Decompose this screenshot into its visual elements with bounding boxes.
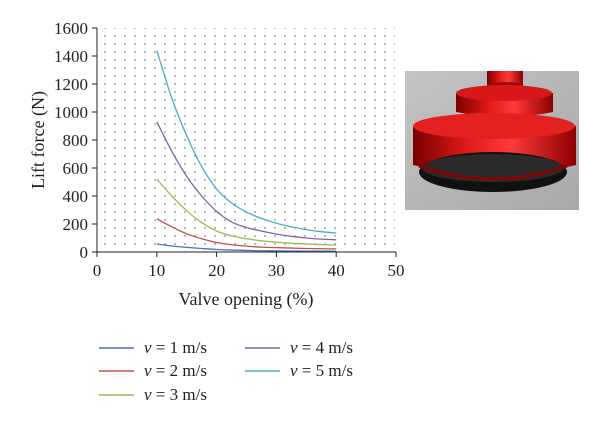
series-group [156, 50, 337, 252]
y-tick-label: 1000 [54, 103, 88, 122]
legend-label-2: v = 2 m/s [144, 361, 207, 380]
legend-label-4: v = 4 m/s [290, 338, 353, 357]
series-line-4 [156, 121, 337, 241]
y-tick-label: 1400 [54, 47, 88, 66]
series-line-2 [156, 218, 337, 250]
y-axis-title: Lift force (N) [28, 91, 49, 189]
series-line-5 [156, 50, 337, 234]
y-tick-label: 600 [63, 159, 89, 178]
y-ticks: 0 200 400 600 800 1000 1200 1400 1600 [54, 19, 97, 262]
x-tick-label: 20 [208, 261, 225, 280]
x-tick-label: 0 [93, 261, 102, 280]
series-line-1 [156, 243, 337, 252]
legend-label-1: v = 1 m/s [144, 338, 207, 357]
y-tick-label: 400 [63, 187, 89, 206]
x-tick-label: 10 [148, 261, 165, 280]
y-tick-label: 200 [63, 215, 89, 234]
x-tick-label: 30 [268, 261, 285, 280]
plot-area [97, 28, 395, 252]
series-line-3 [156, 178, 337, 246]
legend-label-5: v = 5 m/s [290, 361, 353, 380]
legend: v = 1 m/s v = 2 m/s v = 3 m/s v = 4 m/s v = … [99, 338, 353, 404]
y-tick-label: 0 [80, 243, 89, 262]
legend-label-3: v = 3 m/s [144, 385, 207, 404]
y-tick-label: 800 [63, 131, 89, 150]
y-tick-label: 1600 [54, 19, 88, 38]
x-axis-title: Valve opening (%) [179, 289, 314, 310]
y-tick-label: 1200 [54, 75, 88, 94]
x-tick-label: 50 [388, 261, 405, 280]
x-tick-label: 40 [328, 261, 345, 280]
x-ticks: 0 10 20 30 40 50 [93, 252, 405, 280]
suction-cup-photo [405, 71, 579, 210]
